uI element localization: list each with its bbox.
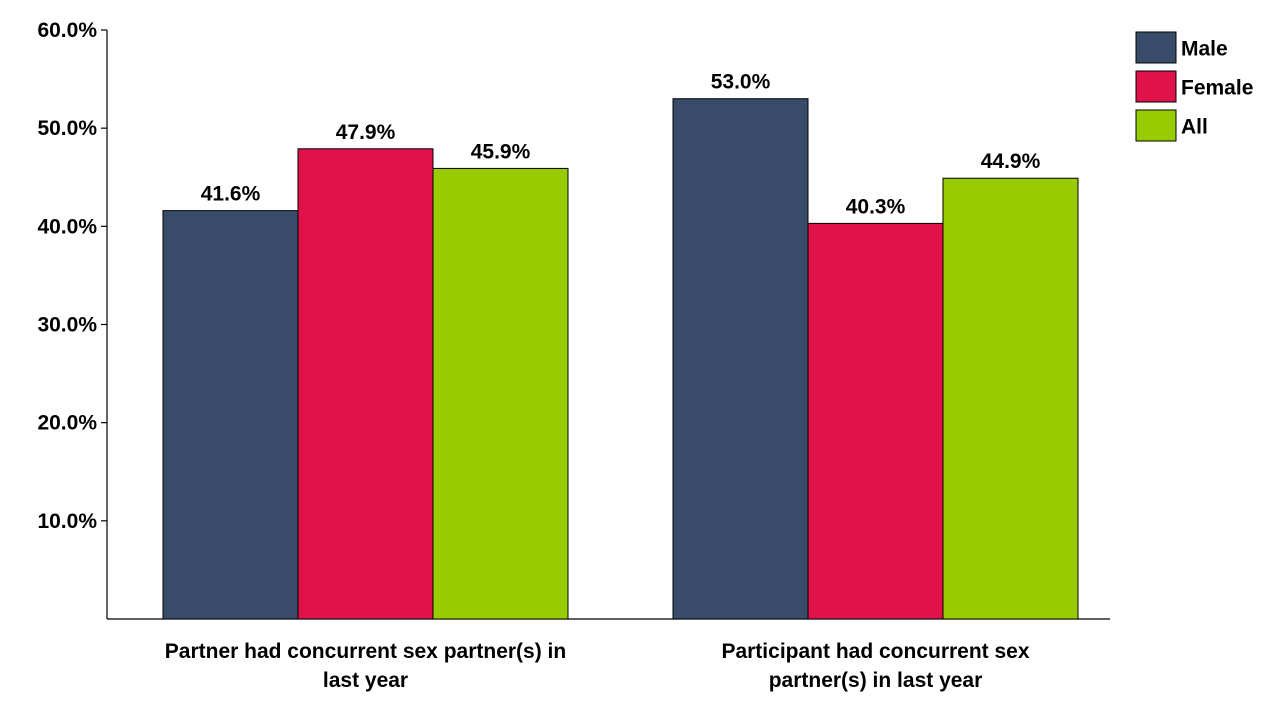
bar-all <box>432 167 569 620</box>
category-labels: Partner had concurrent sex partner(s) in… <box>165 640 1030 692</box>
legend-label-all: All <box>1181 116 1208 139</box>
legend-swatch-female <box>1135 70 1177 103</box>
legend-swatch-all <box>1135 109 1177 142</box>
bar-male <box>162 210 299 620</box>
data-label: 40.3% <box>846 195 906 218</box>
bar-male <box>672 98 809 620</box>
y-tick-label: 10.0% <box>37 510 97 533</box>
bars <box>162 98 1079 620</box>
data-label: 53.0% <box>711 71 771 94</box>
y-tick-label: 50.0% <box>37 117 97 140</box>
category-label: partner(s) in last year <box>769 669 983 692</box>
y-tick-label: 30.0% <box>37 314 97 337</box>
legend-swatch-male <box>1135 31 1177 64</box>
category-label: last year <box>323 669 408 692</box>
y-tick-label: 40.0% <box>37 215 97 238</box>
legend-label-male: Male <box>1181 38 1228 61</box>
bar-female <box>807 222 944 620</box>
data-label: 44.9% <box>981 150 1041 173</box>
y-tick-label: 20.0% <box>37 412 97 435</box>
data-labels: 41.6% 47.9% 45.9% 53.0% 40.3% 44.9% <box>201 71 1041 219</box>
data-label: 41.6% <box>201 183 261 206</box>
category-label: Participant had concurrent sex <box>721 640 1029 663</box>
category-label: Partner had concurrent sex partner(s) in <box>165 640 566 663</box>
bar-all <box>942 177 1079 620</box>
legend: Male Female All <box>1135 31 1253 142</box>
bar-female <box>297 148 434 620</box>
legend-label-female: Female <box>1181 77 1253 100</box>
data-label: 47.9% <box>336 121 396 144</box>
data-label: 45.9% <box>471 140 531 163</box>
y-tick-label: 60.0% <box>37 19 97 42</box>
